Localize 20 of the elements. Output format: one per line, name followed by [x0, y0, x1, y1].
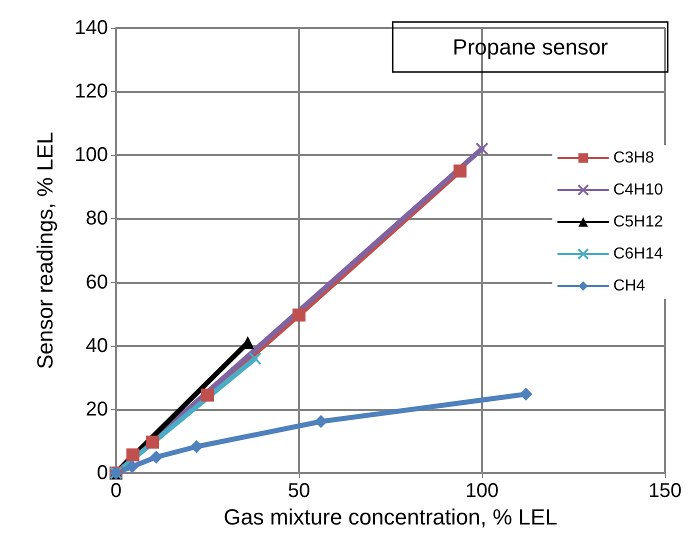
x-tick-label: 150 — [648, 480, 682, 502]
chart-title: Propane sensor — [452, 34, 608, 60]
y-tick-label: 20 — [86, 398, 108, 420]
y-tick-label: 60 — [86, 271, 108, 294]
legend-label: C6H14 — [613, 246, 664, 262]
y-axis-title: Sensor readings, % LEL — [32, 132, 58, 370]
y-tick-label: 120 — [74, 80, 108, 103]
y-tick-label: 0 — [96, 462, 108, 484]
x-axis-title: Gas mixture concentration, % LEL — [224, 504, 558, 530]
legend-label: CH4 — [613, 278, 646, 294]
y-tick-label: 140 — [74, 17, 108, 39]
legend-label: C3H8 — [613, 150, 654, 166]
x-tick-label: 50 — [288, 480, 310, 502]
y-tick-label: 100 — [74, 144, 108, 166]
y-tick-label: 40 — [86, 334, 108, 357]
y-tick-label: 80 — [86, 208, 108, 230]
x-tick-label: 0 — [110, 480, 122, 502]
legend-label: C5H12 — [613, 214, 664, 230]
x-tick-label: 100 — [465, 480, 499, 502]
legend-label: C4H10 — [613, 182, 664, 198]
